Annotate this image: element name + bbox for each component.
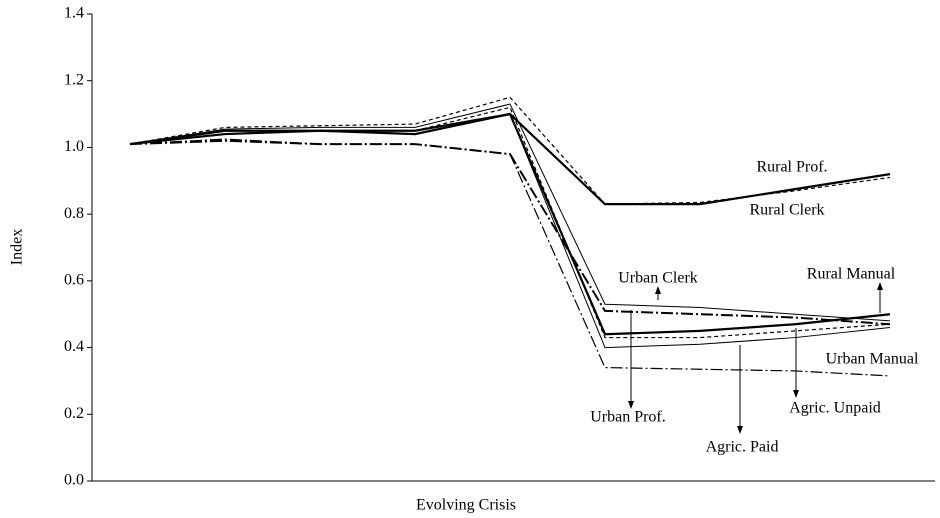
series-line — [129, 113, 891, 349]
x-axis-label: Evolving Crisis — [416, 497, 516, 514]
series-line — [129, 138, 891, 377]
series-annotation: Urban Prof. — [590, 409, 666, 426]
y-tick-label: 0.6 — [64, 272, 84, 289]
y-tick-label: 1.2 — [64, 71, 84, 88]
series-annotation: Urban Manual — [826, 351, 919, 368]
y-tick-label: 0.4 — [64, 338, 84, 355]
y-tick-label: 1.0 — [64, 138, 84, 155]
series-annotation: Agric. Paid — [706, 439, 779, 456]
series-line — [129, 103, 891, 322]
series-annotation: Agric. Unpaid — [789, 400, 881, 417]
series-annotation: Rural Clerk — [749, 202, 824, 219]
y-tick-label: 0.0 — [64, 472, 84, 489]
y-tick-label: 1.4 — [64, 5, 84, 22]
series-annotation: Rural Prof. — [756, 159, 827, 176]
series-annotation: Urban Clerk — [618, 270, 698, 287]
series-annotation: Rural Manual — [807, 266, 896, 283]
y-tick-label: 0.8 — [64, 205, 84, 222]
series-line — [129, 96, 891, 205]
series-line — [129, 106, 891, 339]
series-line — [129, 112, 891, 336]
y-tick-label: 0.2 — [64, 405, 84, 422]
y-axis-label: Index — [9, 229, 26, 265]
